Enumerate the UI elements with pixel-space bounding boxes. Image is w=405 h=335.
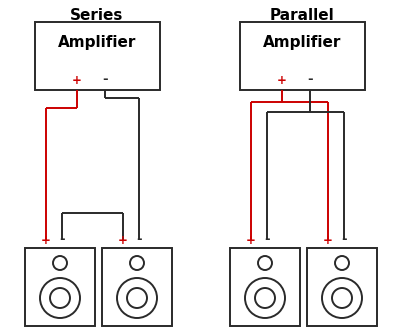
Text: Parallel: Parallel	[270, 8, 335, 23]
Text: +: +	[323, 233, 333, 247]
Text: +: +	[72, 73, 82, 86]
Text: Amplifier: Amplifier	[263, 35, 341, 50]
Circle shape	[130, 256, 144, 270]
Text: +: +	[41, 233, 51, 247]
Bar	[34, 22, 160, 90]
Circle shape	[332, 288, 352, 308]
Bar	[239, 22, 364, 90]
Circle shape	[335, 256, 349, 270]
Text: Series: Series	[70, 8, 124, 23]
Text: -: -	[307, 73, 313, 86]
Circle shape	[50, 288, 70, 308]
Text: -: -	[136, 233, 142, 247]
Circle shape	[127, 288, 147, 308]
Bar	[25, 248, 95, 326]
Circle shape	[40, 278, 80, 318]
Bar	[307, 248, 377, 326]
Circle shape	[322, 278, 362, 318]
Text: +: +	[277, 73, 287, 86]
Circle shape	[117, 278, 157, 318]
Text: Amplifier: Amplifier	[58, 35, 136, 50]
Circle shape	[245, 278, 285, 318]
Text: -: -	[59, 233, 65, 247]
Bar	[230, 248, 300, 326]
Bar	[102, 248, 172, 326]
Text: +: +	[118, 233, 128, 247]
Circle shape	[53, 256, 67, 270]
Text: +: +	[246, 233, 256, 247]
Text: -: -	[341, 233, 347, 247]
Text: -: -	[102, 73, 108, 86]
Circle shape	[258, 256, 272, 270]
Text: -: -	[264, 233, 270, 247]
Circle shape	[255, 288, 275, 308]
